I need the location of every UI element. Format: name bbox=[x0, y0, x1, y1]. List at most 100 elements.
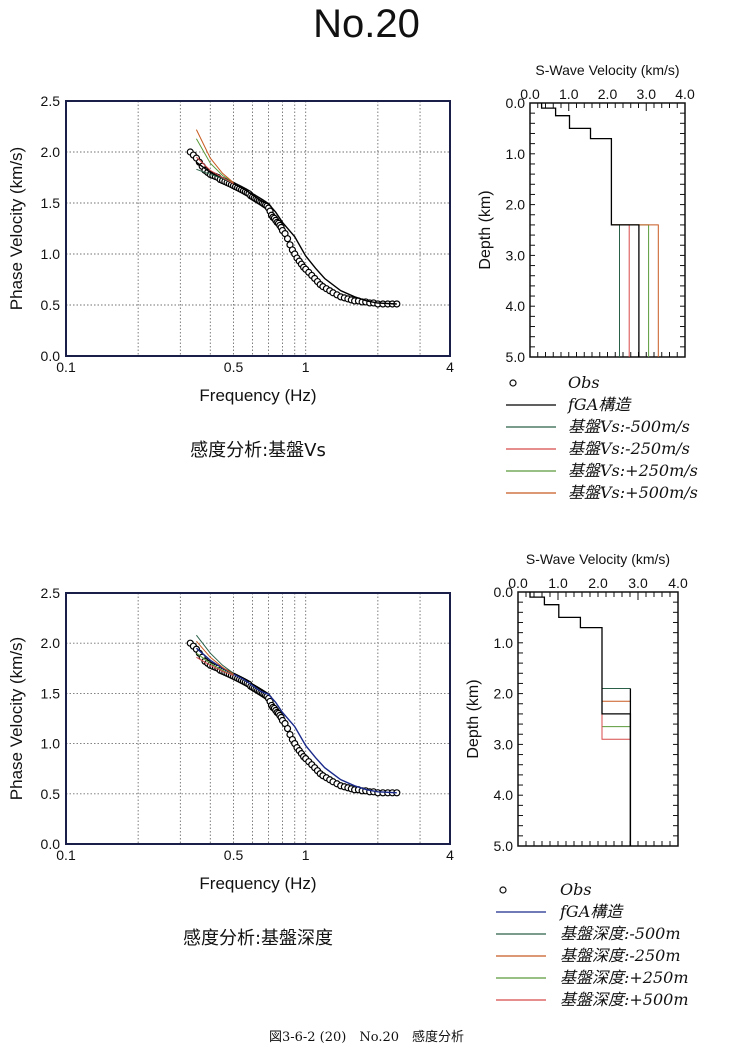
y-tick-label: 2.5 bbox=[41, 93, 61, 109]
profile-line bbox=[611, 224, 630, 357]
x-tick-label: 0.0 bbox=[508, 575, 528, 591]
x-tick-label: 1.0 bbox=[548, 575, 568, 591]
legend-marker bbox=[499, 886, 507, 894]
profile-line bbox=[611, 224, 620, 357]
chart-subcaption: 感度分析:基盤深度 bbox=[183, 928, 333, 949]
plot-frame bbox=[65, 592, 451, 845]
y-axis-label: Phase Velocity (km/s) bbox=[7, 637, 26, 800]
y-tick-label: 1.5 bbox=[41, 685, 61, 701]
series-line bbox=[196, 156, 234, 185]
y-tick-label: 2.0 bbox=[506, 197, 526, 213]
x-tick-label: 1.0 bbox=[559, 86, 579, 102]
legend-label: 基盤Vs:+250m/s bbox=[568, 461, 698, 480]
plot-frame bbox=[65, 100, 451, 357]
y-tick-label: 4.0 bbox=[494, 787, 514, 803]
legend-label: 基盤深度:-250m bbox=[560, 946, 681, 965]
y-tick-label: 2.0 bbox=[41, 144, 61, 160]
legend-item: Obs bbox=[499, 880, 592, 899]
y-tick-label: 1.0 bbox=[41, 736, 61, 752]
legend-label: fGA構造 bbox=[567, 395, 632, 414]
legend-item: 基盤Vs:+250m/s bbox=[506, 461, 698, 480]
legend-item: 基盤Vs:+500m/s bbox=[506, 483, 698, 502]
y-tick-label: 0.5 bbox=[41, 786, 61, 802]
legend-item: 基盤深度:-500m bbox=[496, 924, 681, 943]
legend-item: 基盤深度:-250m bbox=[496, 946, 681, 965]
x-tick-label: 4 bbox=[446, 359, 454, 375]
y-axis-label: Phase Velocity (km/s) bbox=[7, 147, 26, 310]
legend-label: Obs bbox=[560, 880, 592, 899]
legend-item: 基盤Vs:-250m/s bbox=[506, 439, 690, 458]
chart-subcaption: 感度分析:基盤Vs bbox=[190, 440, 326, 461]
x-axis-label: Frequency (Hz) bbox=[199, 874, 316, 893]
legend-marker bbox=[509, 379, 517, 387]
y-tick-label: 2.5 bbox=[41, 585, 61, 601]
legend-label: 基盤深度:+500m bbox=[560, 990, 689, 1009]
legend-label: 基盤深度:+250m bbox=[560, 968, 689, 987]
page-title: No.20 bbox=[313, 2, 420, 46]
y-axis-label: Depth (km) bbox=[465, 679, 482, 758]
profile-line bbox=[601, 627, 631, 728]
y-tick-label: 0.0 bbox=[506, 95, 526, 111]
x-tick-label: 0.5 bbox=[224, 847, 244, 863]
legend-item: Obs bbox=[509, 373, 600, 392]
x-axis-label: Frequency (Hz) bbox=[199, 386, 316, 405]
y-tick-label: 1.0 bbox=[41, 246, 61, 262]
plot-frame bbox=[529, 102, 686, 358]
y-tick-label: 1.5 bbox=[41, 195, 61, 211]
legend-item: fGA構造 bbox=[506, 395, 632, 414]
y-tick-label: 3.0 bbox=[494, 736, 514, 752]
figure-caption: 図3-6-2 (20) No.20 感度分析 bbox=[268, 1030, 465, 1045]
y-tick-label: 0.0 bbox=[41, 348, 61, 364]
y-tick-label: 1.0 bbox=[494, 635, 514, 651]
y-tick-label: 5.0 bbox=[494, 838, 514, 854]
y-tick-label: 2.0 bbox=[494, 686, 514, 702]
profile-line bbox=[601, 627, 631, 702]
y-tick-label: 2.0 bbox=[41, 635, 61, 651]
legend-label: 基盤Vs:-250m/s bbox=[568, 439, 690, 458]
profile-title: S-Wave Velocity (km/s) bbox=[535, 62, 679, 78]
x-tick-label: 4.0 bbox=[668, 575, 688, 591]
y-tick-label: 4.0 bbox=[506, 298, 526, 314]
x-tick-label: 1 bbox=[302, 359, 310, 375]
legend-item: fGA構造 bbox=[496, 902, 624, 921]
x-tick-label: 0.1 bbox=[56, 847, 76, 863]
bottom-dispersion-chart: 0.0 0.5 1.0 1.5 2.0 2.5 0.1 0.5 1 4 Frequency (Hz)… bbox=[7, 585, 454, 949]
x-tick-label: 0.0 bbox=[520, 86, 540, 102]
top-dispersion-chart: 0.0 0.5 1.0 1.5 2.0 2.5 0.1 0.5 1 4 Frequency (Hz)… bbox=[7, 93, 454, 461]
profile-title: S-Wave Velocity (km/s) bbox=[526, 551, 670, 567]
x-tick-label: 3.0 bbox=[637, 86, 657, 102]
y-tick-label: 0.0 bbox=[41, 836, 61, 852]
x-tick-label: 3.0 bbox=[628, 575, 648, 591]
series-line bbox=[196, 640, 234, 675]
series-line bbox=[196, 656, 234, 676]
top-profile-chart: 0.0 1.0 2.0 3.0 4.0 0.0 1.0 2.0 3.0 4.0 5.0 S-Wave … bbox=[477, 62, 695, 365]
bottom-profile-chart: 0.0 1.0 2.0 3.0 4.0 0.0 1.0 2.0 3.0 4.0 5.0 S-Wave … bbox=[465, 551, 688, 854]
series-line bbox=[196, 168, 234, 185]
legend-item: 基盤深度:+500m bbox=[496, 990, 689, 1009]
legend-label: fGA構造 bbox=[559, 902, 624, 921]
y-tick-label: 0.5 bbox=[41, 297, 61, 313]
x-tick-label: 0.5 bbox=[224, 359, 244, 375]
y-tick-label: 3.0 bbox=[506, 247, 526, 263]
profile-line bbox=[601, 627, 631, 740]
profile-line-fga bbox=[540, 103, 640, 357]
y-tick-label: 1.0 bbox=[506, 146, 526, 162]
y-tick-label: 0.0 bbox=[494, 584, 514, 600]
profile-line bbox=[611, 224, 650, 357]
x-tick-label: 2.0 bbox=[598, 86, 618, 102]
x-tick-label: 4.0 bbox=[675, 86, 695, 102]
x-tick-label: 0.1 bbox=[56, 359, 76, 375]
profile-line-fga bbox=[529, 592, 632, 846]
legend-label: 基盤Vs:-500m/s bbox=[568, 417, 690, 436]
legend-label: Obs bbox=[568, 373, 600, 392]
legend-label: 基盤Vs:+500m/s bbox=[568, 483, 698, 502]
obs-marker bbox=[283, 724, 292, 733]
series-line bbox=[196, 634, 234, 674]
plot-frame bbox=[517, 591, 679, 847]
profile-line bbox=[601, 627, 631, 689]
y-axis-label: Depth (km) bbox=[477, 190, 494, 269]
legend-item: 基盤Vs:-500m/s bbox=[506, 417, 690, 436]
